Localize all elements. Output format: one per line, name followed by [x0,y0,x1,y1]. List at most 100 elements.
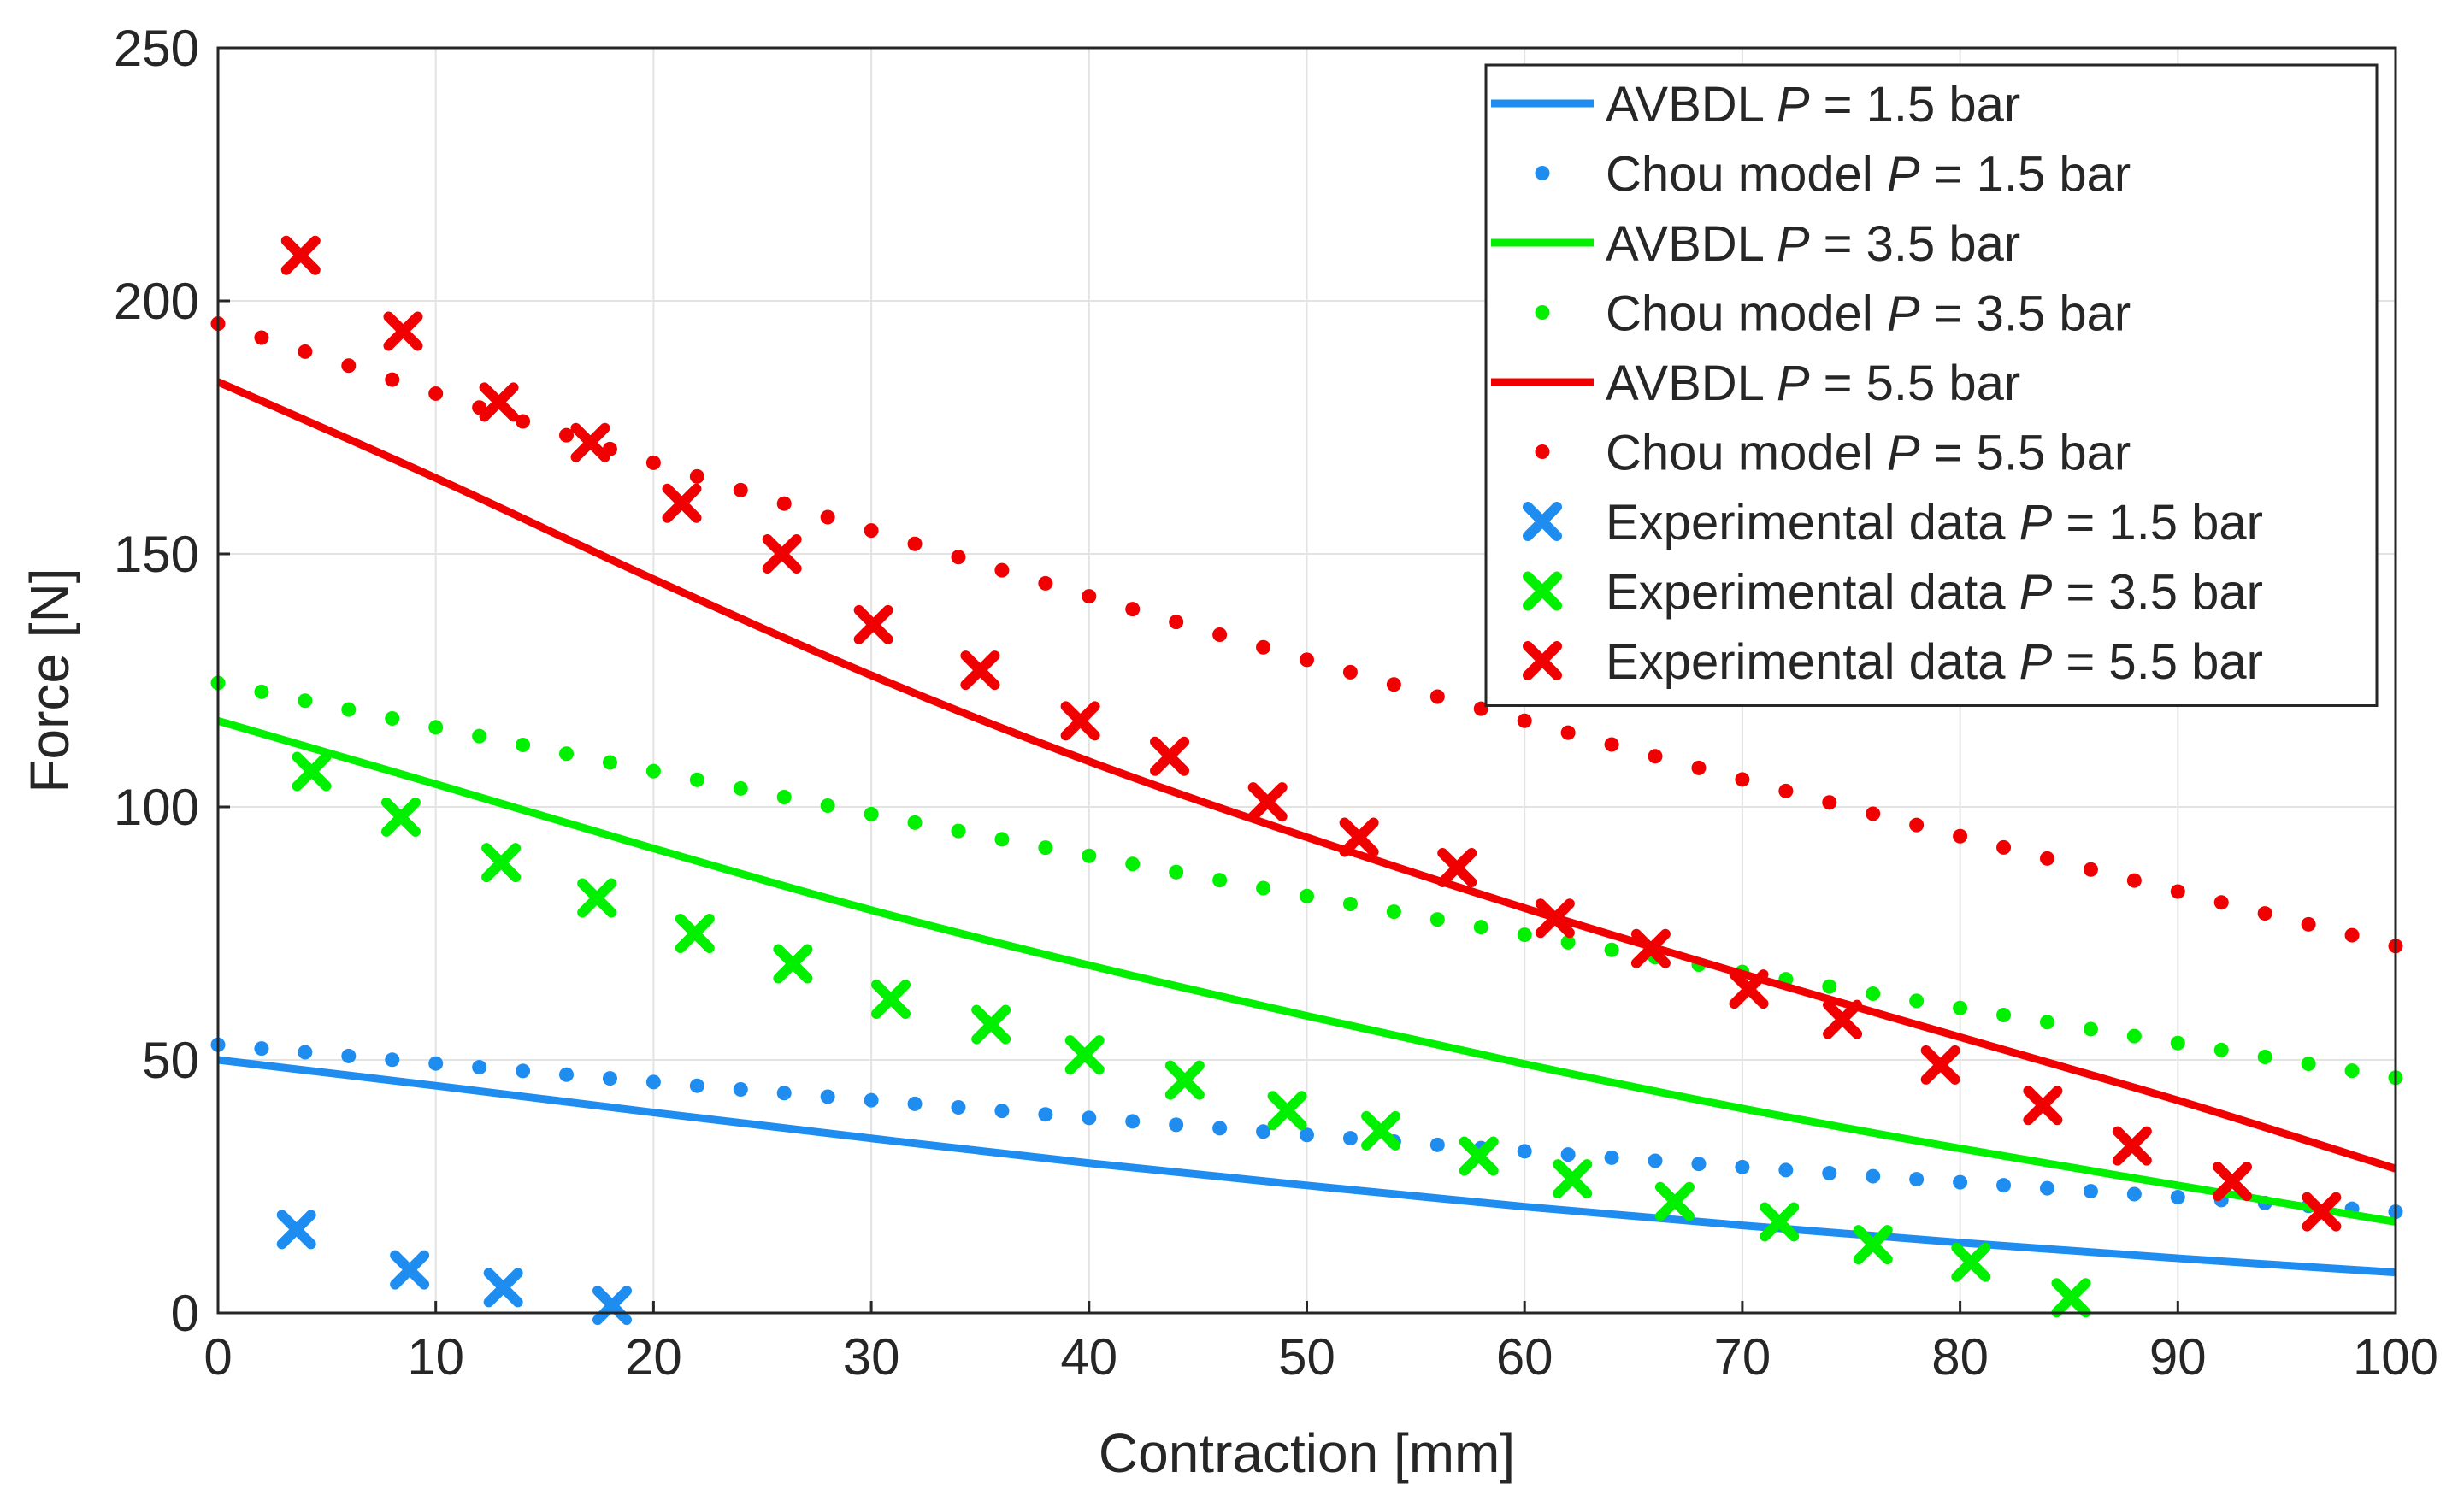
chou-dot-3 [2213,1042,2229,1057]
experimental-point-8 [1247,782,1288,822]
chou-dot-3 [1256,880,1271,896]
experimental-point-7 [1361,1110,1401,1151]
chou-dot-5 [1125,602,1141,617]
legend-dot-swatch [1535,444,1550,459]
chou-dot-1 [1169,1117,1184,1133]
chou-dot-3 [1212,873,1228,888]
chou-dot-3 [1996,1008,2012,1023]
chou-dot-3 [559,746,575,762]
experimental-point-8 [1060,701,1100,741]
chou-dot-5 [1517,713,1532,728]
chou-dot-1 [1212,1121,1228,1136]
experimental-point-7 [675,914,715,953]
chou-dot-3 [1604,942,1619,957]
chou-dot-1 [1604,1150,1619,1165]
legend-entry-label: Experimental data P = 3.5 bar [1606,565,2263,621]
chou-dot-5 [2257,906,2272,921]
chou-dot-1 [2170,1189,2185,1204]
series-line-2 [216,717,2396,1226]
chou-dot-3 [994,832,1010,847]
experimental-point-8 [762,534,802,574]
experimental-point-8 [1150,736,1190,776]
legend-dot-swatch [1535,166,1550,180]
chou-dot-5 [2083,862,2098,877]
legend-entry-label: Chou model P = 5.5 bar [1606,426,2131,481]
chou-dot-3 [385,710,400,726]
chou-dot-5 [516,414,531,429]
chou-dot-5 [1342,664,1358,680]
chou-dot-5 [1082,589,1097,604]
experimental-point-6 [483,1268,523,1308]
legend-entry-label: AVBDL P = 5.5 bar [1606,356,2020,411]
chou-dot-3 [1386,904,1401,920]
chou-dot-5 [341,358,357,374]
chou-dot-3 [1517,927,1532,943]
legend-entry-label: Experimental data P = 1.5 bar [1606,495,2263,550]
experimental-point-8 [662,483,702,523]
chou-dot-5 [559,427,575,443]
chou-dot-1 [385,1052,400,1068]
chou-dot-1 [2083,1184,2098,1199]
experimental-point-8 [1630,928,1671,968]
chou-dot-1 [1866,1168,1881,1184]
chou-dot-3 [776,789,792,804]
chou-dot-5 [1038,575,1053,591]
chou-dot-3 [298,693,313,709]
chou-dot-3 [951,823,966,839]
chou-dot-5 [1778,783,1794,798]
chou-dot-1 [2126,1186,2142,1202]
experimental-point-8 [280,235,321,275]
legend-entry-label: AVBDL P = 1.5 bar [1606,77,2020,132]
chou-dot-1 [559,1067,575,1082]
chou-dot-3 [864,806,879,821]
legend-cross-swatch [1523,571,1562,611]
chou-dot-3 [1082,848,1097,863]
tick-labels: 0 10 20 30 40 50 60 70 80 90 100 0 50 100 150 200 250 [114,20,2438,1386]
chou-dot-5 [428,386,444,401]
chou-dot-5 [1822,795,1837,810]
chou-dot-1 [1429,1137,1445,1152]
chou-dot-3 [645,763,661,779]
chou-dot-1 [1691,1157,1707,1172]
y-tick-label: 250 [114,20,199,77]
x-tick-label: 100 [2353,1328,2438,1386]
chou-dot-3 [1822,979,1837,994]
chou-dot-1 [820,1089,835,1104]
chou-dot-3 [1560,934,1576,950]
chou-dot-1 [428,1056,444,1071]
chou-dot-3 [907,815,923,830]
experimental-point-7 [871,979,911,1019]
chou-dot-5 [2039,851,2054,866]
experimental-point-8 [383,311,423,351]
chou-dot-1 [1125,1114,1141,1129]
chou-dot-1 [1953,1174,1968,1190]
chou-dot-1 [994,1104,1010,1119]
chou-dot-3 [1909,993,1925,1009]
legend-box [1484,63,2379,707]
experimental-point-7 [1459,1136,1499,1176]
x-axis-label: Contraction [mm] [1099,1422,1515,1484]
chou-dot-1 [1082,1110,1097,1126]
x-tick-label: 10 [407,1328,464,1386]
chou-dot-1 [689,1078,704,1093]
series-line-0 [217,1056,2396,1277]
chou-dot-5 [2344,927,2360,943]
x-tick-label: 20 [625,1328,682,1386]
chou-dot-1 [1560,1147,1576,1162]
chou-dot-1 [776,1086,792,1101]
chou-dot-1 [602,1071,617,1086]
chou-dot-3 [2170,1035,2185,1051]
chou-dot-1 [1038,1107,1053,1122]
experimental-point-6 [592,1286,633,1326]
chou-dot-5 [1691,760,1707,775]
series-line-4 [216,378,2397,1173]
chou-dot-1 [645,1074,661,1090]
chou-dot-5 [820,509,835,525]
experimental-point-8 [2212,1162,2252,1202]
x-tick-label: 40 [1060,1328,1117,1386]
chou-dot-3 [1866,986,1881,1002]
chou-dot-3 [2344,1063,2360,1079]
chou-dot-5 [1953,828,1968,844]
chou-dot-1 [341,1048,357,1063]
experimental-point-8 [2023,1086,2063,1126]
